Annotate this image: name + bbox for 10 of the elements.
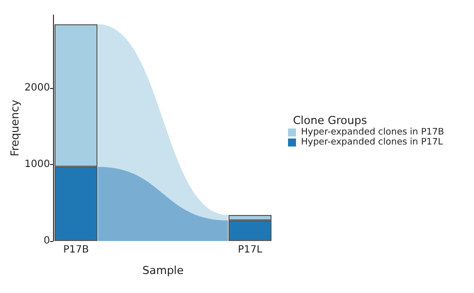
x-axis-title: Sample <box>142 264 184 277</box>
legend-label: Hyper-expanded clones in P17L <box>301 138 443 148</box>
y-tick-label: 1000 <box>24 158 50 170</box>
y-axis-title: Frequency <box>8 99 22 156</box>
x-tick-label: P17L <box>238 244 263 256</box>
legend-label: Hyper-expanded clones in P17B <box>301 128 444 138</box>
y-tick-label: 0 <box>44 236 50 246</box>
legend-title: Clone Groups <box>293 114 368 127</box>
y-tick-label: 2000 <box>24 82 50 94</box>
x-tick-label: P17B <box>63 244 89 256</box>
